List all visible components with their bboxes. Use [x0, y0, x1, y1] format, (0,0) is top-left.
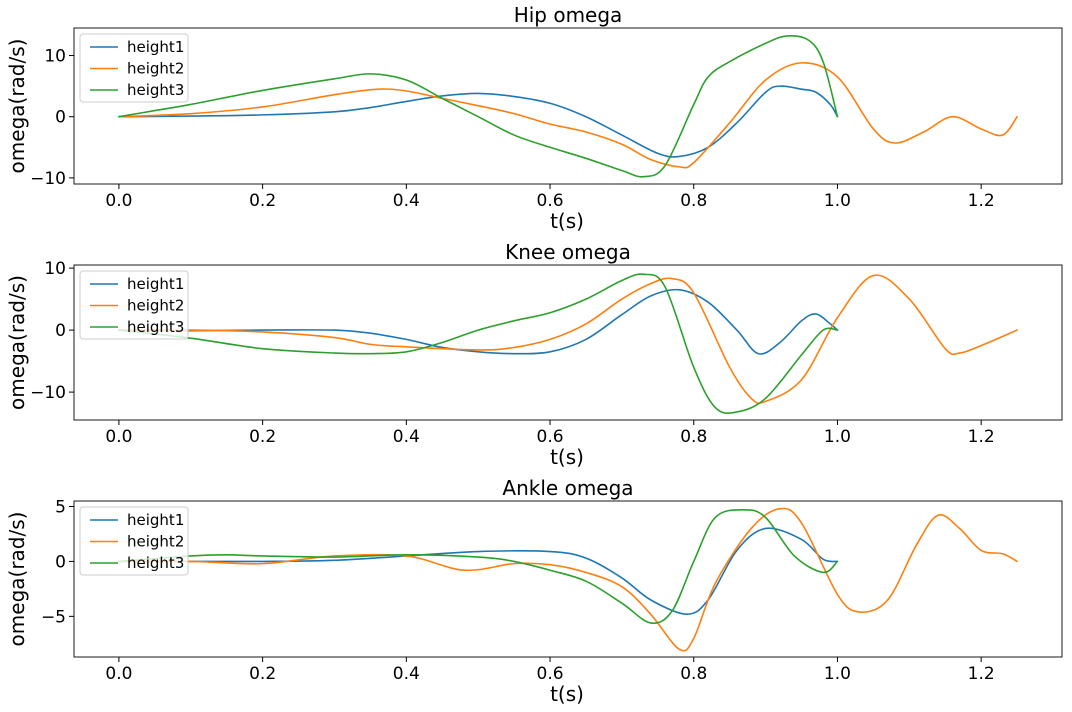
knee-legend-label-height1: height1	[127, 275, 184, 293]
knee-plot-area	[118, 273, 1018, 415]
ankle-axes-frame	[73, 500, 1063, 658]
hip-x-tick-label: 0.6	[537, 191, 564, 211]
knee-x-tick-label: 0.2	[249, 427, 276, 447]
hip-series-line-height1	[118, 85, 839, 158]
hip-y-axis-label: omega(rad/s)	[5, 39, 29, 174]
ankle-y-tick-label: −5	[41, 607, 66, 627]
ankle-y-axis-label: omega(rad/s)	[5, 512, 29, 647]
hip-y-tick-label: −10	[30, 169, 66, 189]
ankle-series-line-height3	[118, 508, 839, 625]
hip-x-tick-label: 0.4	[393, 191, 420, 211]
ankle-y-tick-label: 5	[55, 497, 66, 517]
hip-x-tick-label: 1.0	[824, 191, 851, 211]
knee-x-tick-label: 1.0	[824, 427, 851, 447]
ankle-legend-label-height3: height3	[127, 554, 184, 572]
ankle-x-tick-label: 0.2	[249, 664, 276, 684]
ankle-series-line-height1	[118, 527, 839, 615]
knee-series-line-height1	[118, 288, 839, 355]
knee-y-tick-label: 10	[44, 259, 66, 279]
knee-x-axis-label: t(s)	[550, 445, 584, 469]
ankle-x-tick-label: 0.4	[393, 664, 420, 684]
hip-legend-label-height1: height1	[127, 38, 184, 56]
knee-chart-title: Knee omega	[505, 240, 631, 264]
knee-y-tick-label: 0	[55, 321, 66, 341]
hip-chart: Hip omega 0.0 0.2 0.4 0.6 0.8 1.0 1.2 −10 0 10 t(s)…	[5, 3, 1063, 233]
ankle-legend: height1 height2 height3	[79, 506, 189, 576]
ankle-series-line-height2	[118, 507, 1018, 652]
hip-y-tick-label: 10	[44, 47, 66, 67]
knee-y-axis-label: omega(rad/s)	[5, 275, 29, 410]
ankle-chart-title: Ankle omega	[502, 476, 633, 500]
hip-plot-area	[118, 35, 1018, 178]
ankle-legend-label-height1: height1	[127, 511, 184, 529]
knee-chart: Knee omega 0.0 0.2 0.4 0.6 0.8 1.0 1.2 −10 0 10 t(s…	[5, 240, 1063, 469]
ankle-x-tick-label: 0.0	[105, 664, 132, 684]
hip-series-line-height3	[118, 35, 839, 178]
knee-legend-label-height3: height3	[127, 318, 184, 336]
knee-x-tick-label: 0.0	[105, 427, 132, 447]
hip-chart-title: Hip omega	[514, 3, 623, 27]
knee-legend-label-height2: height2	[127, 297, 184, 315]
knee-x-tick-label: 0.6	[537, 427, 564, 447]
hip-legend-box	[79, 33, 189, 103]
ankle-x-axis-label: t(s)	[550, 682, 584, 706]
hip-x-tick-label: 0.2	[249, 191, 276, 211]
hip-legend: height1 height2 height3	[79, 33, 189, 103]
ankle-chart: Ankle omega 0.0 0.2 0.4 0.6 0.8 1.0 1.2 −5 0 5 t(s)…	[5, 476, 1063, 706]
hip-x-tick-label: 0.8	[680, 191, 707, 211]
ankle-x-tick-label: 1.0	[824, 664, 851, 684]
hip-series-line-height2	[118, 62, 1018, 169]
ankle-x-tick-label: 1.2	[968, 664, 995, 684]
knee-x-tick-label: 0.4	[393, 427, 420, 447]
ankle-x-tick-label: 0.6	[537, 664, 564, 684]
ankle-plot-area	[118, 507, 1018, 652]
hip-x-tick-label: 0.0	[105, 191, 132, 211]
knee-series-line-height3	[118, 273, 839, 415]
ankle-legend-label-height2: height2	[127, 533, 184, 551]
knee-x-tick-label: 1.2	[968, 427, 995, 447]
hip-x-tick-label: 1.2	[968, 191, 995, 211]
knee-y-tick-label: −10	[30, 383, 66, 403]
hip-y-tick-label: 0	[55, 108, 66, 128]
ankle-legend-box	[79, 506, 189, 576]
hip-legend-label-height2: height2	[127, 60, 184, 78]
ankle-x-tick-label: 0.8	[680, 664, 707, 684]
knee-legend-box	[79, 270, 189, 340]
ankle-y-tick-label: 0	[55, 552, 66, 572]
hip-legend-label-height3: height3	[127, 81, 184, 99]
knee-series-line-height2	[118, 274, 1018, 405]
knee-legend: height1 height2 height3	[79, 270, 189, 340]
hip-axes-frame	[73, 27, 1063, 185]
hip-x-axis-label: t(s)	[550, 209, 584, 233]
knee-axes-frame	[73, 264, 1063, 421]
knee-x-tick-label: 0.8	[680, 427, 707, 447]
